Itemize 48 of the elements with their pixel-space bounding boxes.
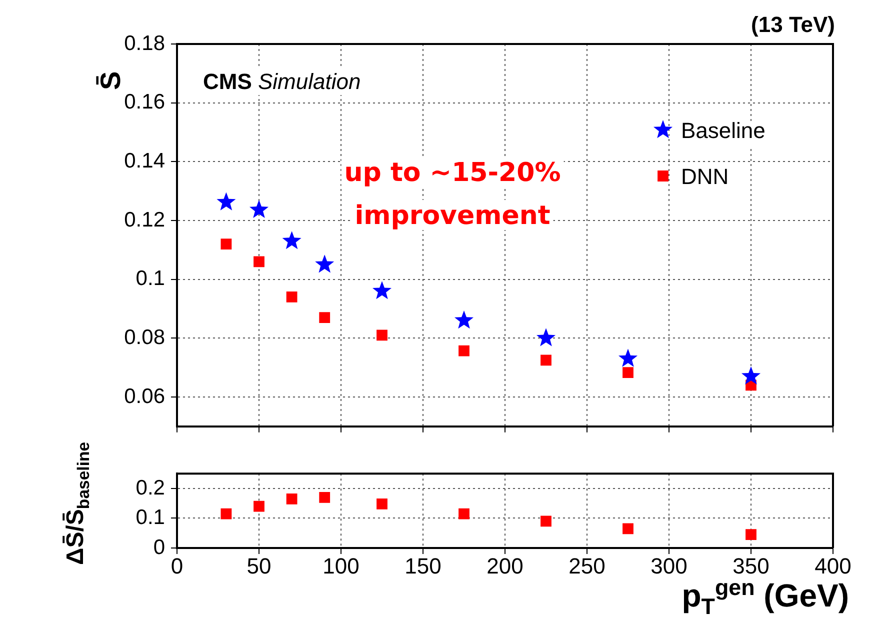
x-tick-label: 100 [322,553,360,578]
point [622,367,634,378]
point [458,508,470,520]
y-axis-title: S̄ [95,71,127,90]
point [282,231,302,250]
point [376,498,388,510]
x-tick-label: 150 [404,553,442,578]
point [458,345,470,356]
y-tick-label: 0.1 [136,506,165,530]
point [540,516,552,527]
point [315,254,334,273]
point [454,310,474,329]
y-tick-label: 0.1 [136,267,165,290]
y-tick-label: 0 [153,536,165,559]
y-tick-label: 0.18 [124,32,165,55]
point [220,238,232,250]
x-tick-label: 0 [170,553,184,578]
y-tick-label: 0.16 [124,90,165,114]
x-tick-label: 50 [246,553,272,578]
point [540,354,552,366]
annotation: up to ~15-20% improvement [344,158,561,231]
point [216,192,236,210]
point [319,492,330,503]
annotation: CMS Simulation [203,69,361,94]
chart-title: (13 TeV) [751,12,835,37]
point [622,523,634,534]
x-tick-label: 250 [568,553,606,578]
legend-label: DNN [681,164,729,190]
point [249,200,269,218]
point [319,312,330,324]
point [746,529,756,540]
point [254,256,264,268]
point [536,328,556,346]
y-tick-label: 0.2 [136,476,165,500]
point [286,493,298,504]
y-tick-label: 0.08 [124,326,165,349]
point [220,508,232,520]
y-tick-label: 0.06 [124,384,165,408]
point [254,500,264,512]
point [286,292,298,302]
point [618,348,638,367]
x-tick-label: 200 [486,553,524,578]
y-tick-label: 0.14 [124,149,166,172]
legend-label: Baseline [681,118,766,144]
y-tick-label: 0.12 [124,208,165,232]
point [376,330,388,341]
point [741,366,761,384]
point [372,281,392,300]
